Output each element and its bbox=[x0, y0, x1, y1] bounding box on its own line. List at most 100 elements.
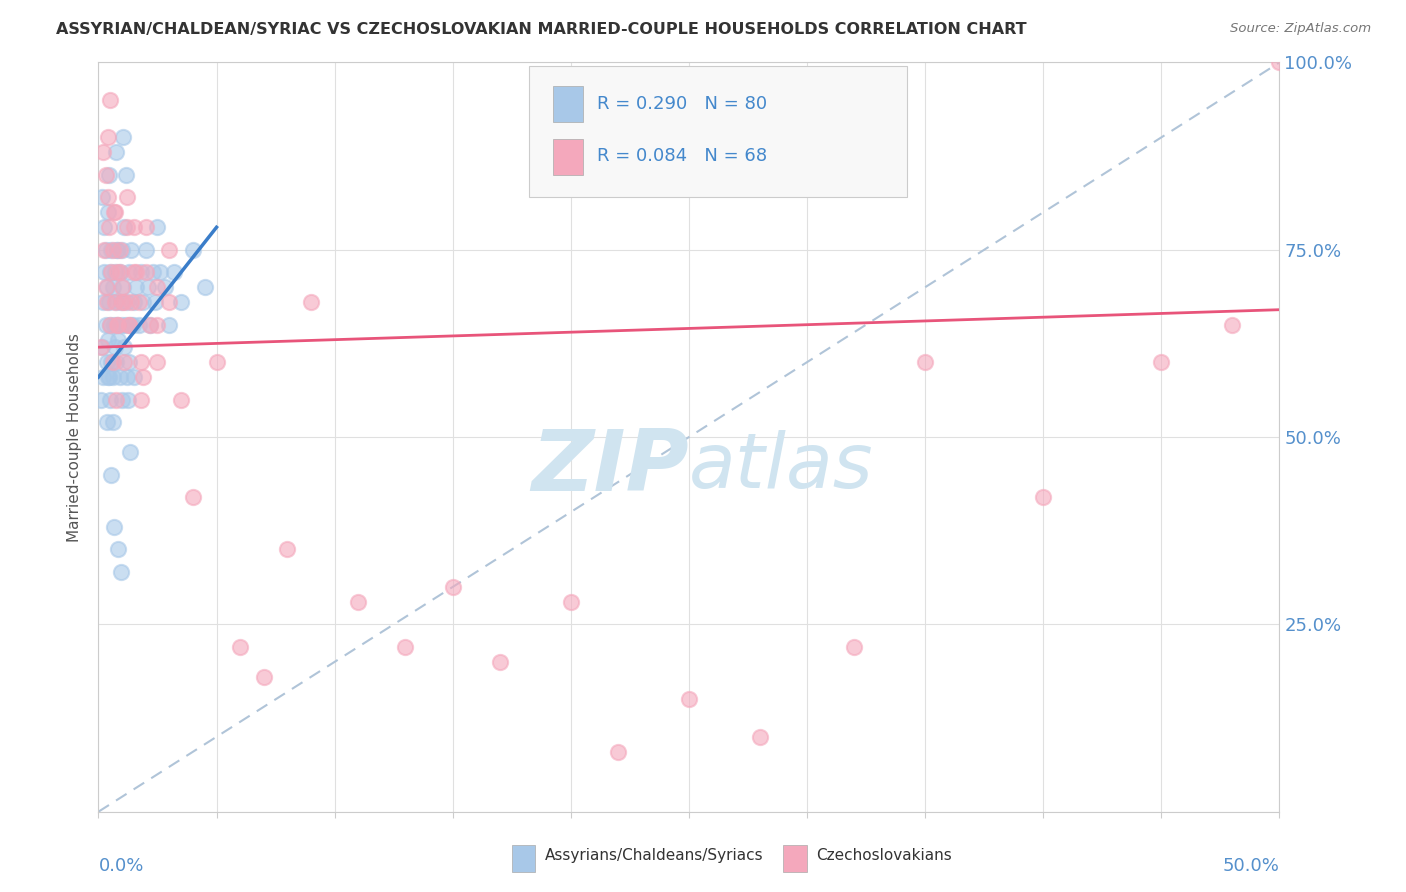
Point bbox=[146, 280, 169, 294]
Point bbox=[163, 265, 186, 279]
Point bbox=[748, 730, 770, 744]
Point bbox=[101, 243, 124, 257]
Point bbox=[146, 318, 169, 332]
Point bbox=[105, 392, 128, 407]
Point bbox=[125, 265, 148, 279]
Point bbox=[107, 333, 129, 347]
Point bbox=[115, 190, 138, 204]
Point bbox=[98, 265, 121, 279]
Point bbox=[118, 265, 141, 279]
Y-axis label: Married-couple Households: Married-couple Households bbox=[67, 333, 83, 541]
Point bbox=[98, 370, 121, 384]
Point bbox=[114, 168, 136, 182]
Point bbox=[100, 467, 122, 482]
Point bbox=[110, 565, 132, 579]
Point bbox=[97, 190, 120, 204]
Point bbox=[107, 318, 129, 332]
Point bbox=[96, 295, 118, 310]
Point bbox=[101, 415, 124, 429]
Point bbox=[108, 243, 131, 257]
Point bbox=[91, 340, 114, 354]
Point bbox=[142, 265, 165, 279]
Point bbox=[118, 318, 141, 332]
Point bbox=[97, 333, 120, 347]
Text: Czechoslovakians: Czechoslovakians bbox=[817, 847, 952, 863]
Point bbox=[91, 190, 114, 204]
Point bbox=[104, 205, 127, 219]
Point bbox=[194, 280, 217, 294]
FancyBboxPatch shape bbox=[553, 139, 582, 175]
Point bbox=[135, 265, 157, 279]
Point bbox=[112, 340, 135, 354]
Point bbox=[103, 205, 125, 219]
Point bbox=[129, 392, 152, 407]
Point bbox=[114, 318, 136, 332]
Point bbox=[157, 243, 180, 257]
Point bbox=[229, 640, 252, 654]
Point bbox=[125, 280, 148, 294]
Point bbox=[146, 220, 169, 235]
Point bbox=[157, 318, 180, 332]
Point bbox=[121, 295, 143, 310]
Point bbox=[91, 370, 114, 384]
Text: 0.0%: 0.0% bbox=[98, 856, 143, 875]
Text: Assyrians/Chaldeans/Syriacs: Assyrians/Chaldeans/Syriacs bbox=[546, 847, 763, 863]
Point bbox=[94, 318, 117, 332]
Point bbox=[136, 280, 159, 294]
Point bbox=[181, 490, 204, 504]
Point bbox=[97, 130, 120, 145]
Point bbox=[128, 318, 150, 332]
Point bbox=[101, 355, 124, 369]
Point bbox=[146, 355, 169, 369]
Point bbox=[135, 243, 157, 257]
Point bbox=[129, 265, 152, 279]
Point bbox=[98, 295, 121, 310]
Point bbox=[112, 295, 135, 310]
Point bbox=[94, 280, 117, 294]
Point bbox=[96, 280, 118, 294]
Point bbox=[105, 265, 128, 279]
Point bbox=[299, 295, 322, 310]
Point bbox=[205, 355, 228, 369]
Point bbox=[103, 318, 125, 332]
Point bbox=[122, 220, 145, 235]
Point bbox=[98, 168, 121, 182]
Point bbox=[678, 692, 700, 706]
Point bbox=[105, 243, 128, 257]
Point bbox=[91, 295, 114, 310]
Point bbox=[121, 243, 143, 257]
FancyBboxPatch shape bbox=[512, 846, 536, 871]
Point bbox=[560, 595, 582, 609]
Point bbox=[112, 355, 135, 369]
Point bbox=[107, 542, 129, 557]
Point bbox=[111, 243, 134, 257]
Point bbox=[157, 295, 180, 310]
Point bbox=[347, 595, 370, 609]
Point bbox=[121, 318, 143, 332]
Point bbox=[100, 265, 122, 279]
Point bbox=[844, 640, 866, 654]
Point bbox=[170, 295, 193, 310]
FancyBboxPatch shape bbox=[783, 846, 807, 871]
Point bbox=[108, 265, 131, 279]
Point bbox=[441, 580, 464, 594]
Point bbox=[104, 295, 127, 310]
Point bbox=[101, 370, 124, 384]
Point bbox=[91, 145, 114, 160]
Point bbox=[394, 640, 416, 654]
Text: 50.0%: 50.0% bbox=[1223, 856, 1279, 875]
Point bbox=[139, 318, 162, 332]
Point bbox=[115, 295, 138, 310]
Point bbox=[253, 670, 276, 684]
Point bbox=[128, 295, 150, 310]
Point bbox=[104, 340, 127, 354]
Point bbox=[101, 280, 124, 294]
Point bbox=[1032, 490, 1054, 504]
Point bbox=[115, 370, 138, 384]
Point bbox=[98, 318, 121, 332]
Point bbox=[607, 745, 630, 759]
Point bbox=[97, 205, 120, 219]
Point bbox=[105, 145, 128, 160]
Point bbox=[105, 318, 128, 332]
Point bbox=[121, 318, 143, 332]
